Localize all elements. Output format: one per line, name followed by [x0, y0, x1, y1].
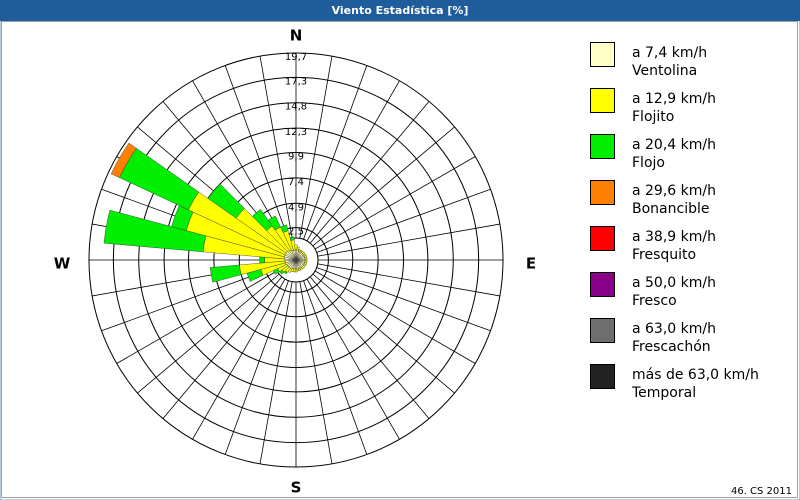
spoke	[299, 265, 400, 440]
petal-segment	[294, 244, 298, 251]
ring-label: 17,3	[285, 76, 307, 87]
legend-swatch	[590, 226, 615, 251]
ring-label: 7,4	[288, 177, 304, 188]
legend-description: Fresco	[632, 293, 677, 309]
legend-description: Flojo	[632, 155, 665, 171]
compass-w: W	[54, 255, 71, 273]
compass-e: E	[526, 255, 536, 273]
legend-swatch	[590, 88, 615, 113]
petal-segment	[259, 256, 265, 264]
spoke	[192, 265, 293, 440]
legend-swatch	[590, 318, 615, 343]
legend-label: más de 63,0 km/h	[632, 367, 759, 383]
spoke	[162, 265, 292, 419]
legend-description: Bonancible	[632, 201, 709, 217]
spoke	[300, 265, 430, 419]
legend-description: Frescachón	[632, 339, 711, 355]
spoke	[301, 156, 476, 257]
title-bar	[0, 0, 800, 21]
petal-segment	[280, 224, 289, 233]
ring-label: 12,3	[285, 127, 307, 138]
legend-description: Fresquito	[632, 247, 696, 263]
spoke	[300, 101, 430, 255]
ring-label: 2,5	[288, 227, 304, 238]
plot-border	[1, 21, 798, 498]
petal-segment	[289, 236, 295, 241]
spoke	[296, 266, 333, 464]
spoke	[302, 260, 500, 297]
spoke	[301, 264, 455, 394]
ring-label: 14,8	[285, 102, 307, 113]
petal-segment	[103, 209, 207, 253]
legend-swatch	[590, 272, 615, 297]
petal-segment	[252, 209, 273, 231]
ring-label: 9,9	[288, 151, 304, 162]
legend-swatch	[590, 134, 615, 159]
compass-s: S	[291, 479, 302, 497]
spoke	[224, 266, 294, 455]
legend-swatch	[590, 42, 615, 67]
spoke	[302, 223, 500, 260]
legend-description: Temporal	[631, 385, 696, 401]
legend-label: a 50,0 km/h	[632, 275, 716, 291]
legend-swatch	[590, 180, 615, 205]
legend-label: a 63,0 km/h	[632, 321, 716, 337]
legend-label: a 38,9 km/h	[632, 229, 716, 245]
petal-segment	[207, 183, 245, 219]
petal-segment	[267, 215, 281, 231]
spoke	[116, 263, 291, 364]
spoke	[301, 263, 476, 364]
legend-label: a 20,4 km/h	[632, 137, 716, 153]
spoke	[299, 80, 400, 255]
chart-title: Viento Estadística [%]	[332, 4, 469, 17]
legend-description: Flojito	[632, 109, 674, 125]
spoke	[302, 262, 491, 332]
spoke	[296, 56, 333, 254]
ring-label: 4,9	[288, 202, 304, 213]
spoke	[259, 266, 296, 464]
spoke	[259, 56, 296, 254]
petal-segment	[110, 142, 137, 178]
ring-label: 19,7	[285, 52, 307, 63]
petal-segment	[209, 264, 242, 283]
legend-label: a 7,4 km/h	[632, 45, 707, 61]
spoke	[224, 65, 294, 254]
legend-label: a 29,6 km/h	[632, 183, 716, 199]
spoke	[302, 188, 491, 258]
legend-swatch	[590, 364, 615, 389]
spoke	[298, 65, 368, 254]
legend-label: a 12,9 km/h	[632, 91, 716, 107]
spoke	[137, 264, 291, 394]
legend-description: Ventolina	[632, 63, 697, 79]
footer: 46. CS 2011	[731, 486, 792, 497]
spoke	[301, 126, 455, 256]
spoke	[298, 266, 368, 455]
compass-n: N	[290, 27, 303, 45]
